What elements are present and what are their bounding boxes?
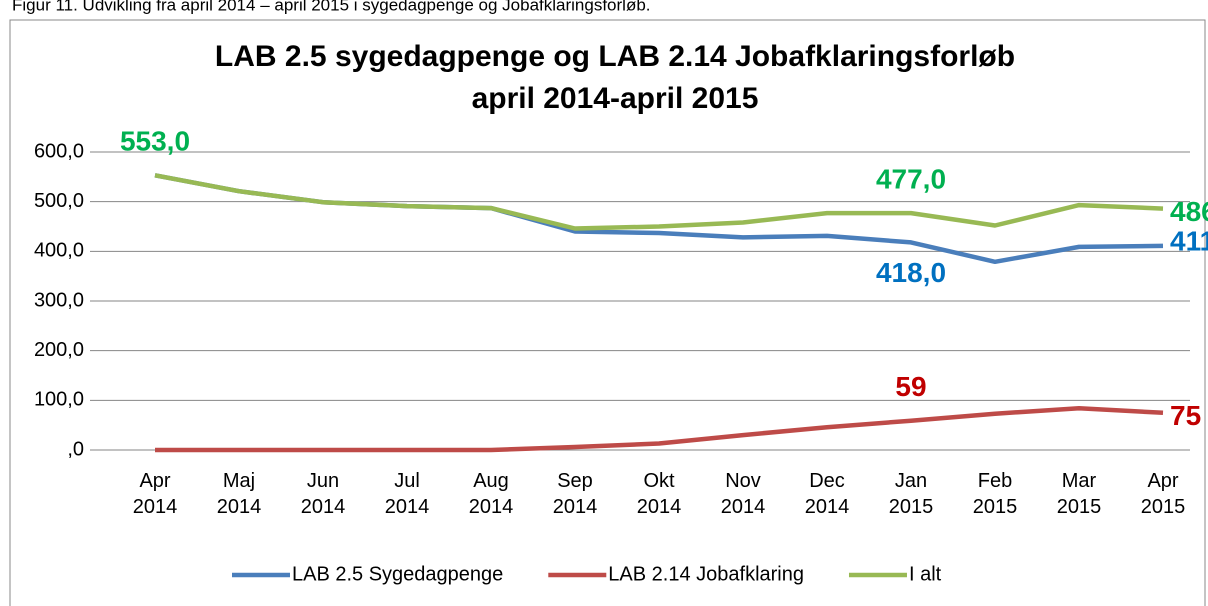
y-tick-label: 400,0 xyxy=(34,240,84,262)
x-tick-label: Jun 2014 xyxy=(300,470,346,518)
y-tick-label: 300,0 xyxy=(34,289,84,311)
data-label: 553,0 xyxy=(120,126,190,157)
x-tick-label: Jan 2015 xyxy=(888,470,934,518)
caption: Figur 11. Udvikling fra april 2014 – apr… xyxy=(12,0,651,14)
x-tick-label: Dec 2014 xyxy=(804,470,850,518)
series-line xyxy=(154,173,1164,231)
x-tick-label: Feb 2015 xyxy=(972,470,1018,518)
chart-border xyxy=(9,19,1206,606)
y-tick-label: 200,0 xyxy=(34,339,84,361)
series-line xyxy=(155,406,1164,453)
legend-label: LAB 2.5 Sygedagpenge xyxy=(292,563,503,585)
x-tick-label: Aug 2014 xyxy=(468,470,514,518)
data-label: 75 xyxy=(1170,400,1201,431)
x-tick-label: Nov 2014 xyxy=(720,470,766,518)
data-label: 59 xyxy=(895,371,926,402)
x-tick-label: Mar 2015 xyxy=(1056,470,1102,518)
x-tick-label: Maj 2014 xyxy=(216,470,262,518)
y-tick-label: 500,0 xyxy=(34,190,84,212)
chart-title: LAB 2.5 sygedagpenge og LAB 2.14 Jobafkl… xyxy=(215,40,1015,73)
x-tick-label: Apr 2015 xyxy=(1140,470,1186,518)
x-tick-label: Apr 2014 xyxy=(132,470,178,518)
x-tick-label: Jul 2014 xyxy=(384,470,430,518)
chart-title: april 2014-april 2015 xyxy=(472,82,759,115)
y-tick-label: 600,0 xyxy=(34,140,84,162)
legend-label: LAB 2.14 Jobafklaring xyxy=(608,563,804,585)
legend-label: I alt xyxy=(909,563,942,585)
y-tick-label: ,0 xyxy=(67,438,84,460)
data-label: 411,0 xyxy=(1170,225,1208,256)
x-tick-label: Sep 2014 xyxy=(552,470,598,518)
data-label: 477,0 xyxy=(876,163,946,194)
data-label: 486,0 xyxy=(1170,196,1208,227)
x-tick-label: Okt 2014 xyxy=(636,470,682,518)
data-label: 418,0 xyxy=(876,257,946,288)
y-tick-label: 100,0 xyxy=(34,389,84,411)
